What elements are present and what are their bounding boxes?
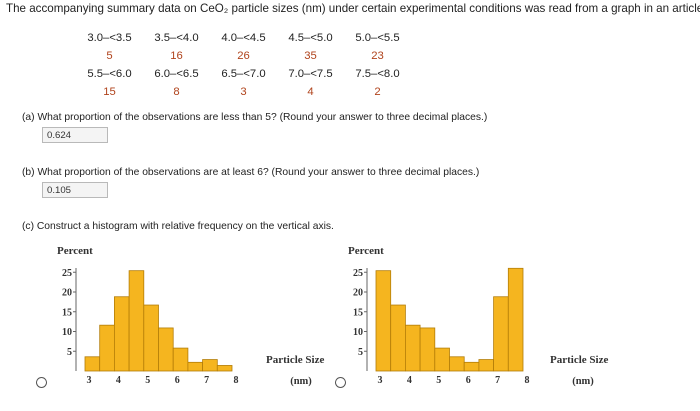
histogram-bar — [143, 304, 159, 372]
histogram-bar — [84, 356, 101, 372]
x-tick-label: 8 — [525, 375, 530, 386]
x-tick-label: 3 — [87, 375, 92, 386]
histogram-2-y-title: Percent — [348, 245, 384, 257]
histogram-option-2-radio[interactable] — [335, 377, 346, 388]
histogram-bar — [114, 296, 130, 372]
x-tick-label: 7 — [495, 375, 500, 386]
y-tick-label: 25 — [353, 268, 363, 279]
count-cell: 3 — [240, 86, 247, 98]
histogram-bar — [172, 347, 189, 372]
histogram-bar — [463, 361, 480, 372]
class-cell: 5.5–<6.0 — [87, 68, 132, 80]
count-cell: 5 — [106, 50, 113, 62]
histogram-bar — [187, 361, 203, 372]
histogram-bar — [507, 267, 524, 372]
class-cell: 4.0–<4.5 — [221, 32, 266, 44]
x-tick-label: 4 — [407, 375, 412, 386]
histogram-bar — [158, 327, 174, 372]
count-cell: 2 — [374, 86, 381, 98]
class-row-1: 3.0–<3.5 3.5–<4.0 4.0–<4.5 4.5–<5.0 5.0–… — [76, 29, 411, 47]
class-cell: 3.0–<3.5 — [87, 32, 132, 44]
class-cell: 7.5–<8.0 — [355, 68, 400, 80]
class-row-2: 5.5–<6.0 6.0–<6.5 6.5–<7.0 7.0–<7.5 7.5–… — [76, 65, 411, 83]
histogram-2-x-title: Particle Size — [550, 354, 609, 366]
histogram-bar — [493, 296, 509, 372]
count-cell: 16 — [170, 50, 183, 62]
question-c: (c) Construct a histogram with relative … — [22, 221, 334, 232]
histogram-bar — [405, 324, 421, 372]
y-tick-label: 5 — [67, 347, 72, 358]
histogram-1-x-title: Particle Size — [266, 354, 325, 366]
count-cell: 15 — [103, 86, 116, 98]
count-cell: 8 — [173, 86, 180, 98]
count-cell: 35 — [304, 50, 317, 62]
y-tick-label: 10 — [353, 327, 363, 338]
histogram-bar — [434, 347, 450, 372]
y-tick-label: 5 — [358, 347, 363, 358]
x-tick-label: 5 — [436, 375, 441, 386]
histogram-bar — [216, 365, 233, 372]
frequency-table: 3.0–<3.5 3.5–<4.0 4.0–<4.5 4.5–<5.0 5.0–… — [76, 29, 411, 101]
class-cell: 6.5–<7.0 — [221, 68, 266, 80]
class-cell: 3.5–<4.0 — [154, 32, 199, 44]
y-tick-label: 15 — [353, 307, 363, 318]
x-tick-label: 3 — [378, 375, 383, 386]
histogram-bar — [128, 270, 145, 372]
y-tick-label: 10 — [62, 327, 72, 338]
histogram-bar — [99, 324, 115, 372]
y-tick-label: 25 — [62, 268, 72, 279]
histogram-option-1-radio[interactable] — [36, 377, 47, 388]
y-tick-label: 20 — [353, 288, 363, 299]
x-tick-label: 4 — [116, 375, 121, 386]
histogram-2-x-unit: (nm) — [572, 376, 594, 387]
histogram-bar — [375, 270, 392, 372]
x-tick-label: 5 — [145, 375, 150, 386]
class-cell: 6.0–<6.5 — [154, 68, 199, 80]
x-tick-label: 6 — [175, 375, 180, 386]
histogram-bar — [478, 359, 494, 372]
answer-b-input[interactable]: 0.105 — [42, 182, 108, 198]
class-cell: 5.0–<5.5 — [355, 32, 400, 44]
y-tick-label: 15 — [62, 307, 72, 318]
y-tick-label: 20 — [62, 288, 72, 299]
histogram-1-y-title: Percent — [57, 245, 93, 257]
question-a: (a) What proportion of the observations … — [22, 112, 488, 123]
class-cell: 7.0–<7.5 — [288, 68, 333, 80]
answer-a-input[interactable]: 0.624 — [42, 127, 108, 143]
count-cell: 4 — [307, 86, 314, 98]
histogram-bar — [390, 304, 406, 372]
histogram-1-x-unit: (nm) — [290, 376, 312, 387]
histogram-1: 5 10 15 20 25 3 4 5 6 7 8 — [62, 268, 239, 386]
x-tick-label: 6 — [466, 375, 471, 386]
histogram-2: 5 10 15 20 25 3 4 5 6 7 8 — [353, 267, 530, 386]
histogram-bar — [202, 359, 218, 372]
question-b: (b) What proportion of the observations … — [22, 167, 480, 178]
histogram-bar — [449, 356, 465, 372]
count-cell: 23 — [371, 50, 384, 62]
x-tick-label: 8 — [234, 375, 239, 386]
count-row-2: 15 8 3 4 2 — [76, 83, 411, 101]
count-cell: 26 — [237, 50, 250, 62]
problem-intro: The accompanying summary data on CeO₂ pa… — [6, 2, 700, 15]
x-tick-label: 7 — [204, 375, 209, 386]
histogram-bar — [419, 327, 436, 372]
class-cell: 4.5–<5.0 — [288, 32, 333, 44]
count-row-1: 5 16 26 35 23 — [76, 47, 411, 65]
